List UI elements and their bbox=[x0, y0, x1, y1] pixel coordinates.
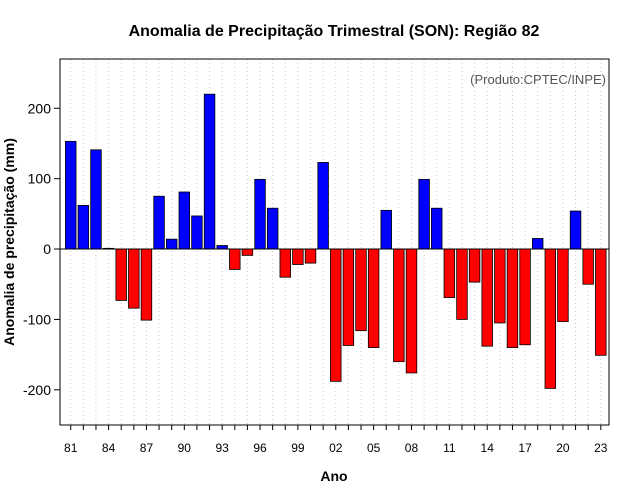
grid-lines bbox=[70, 59, 602, 425]
bar-2023 bbox=[595, 248, 607, 356]
x-tick-label: 14 bbox=[481, 441, 495, 455]
x-tick-label: 93 bbox=[215, 441, 229, 455]
bar-2019 bbox=[544, 248, 557, 389]
bar-2004 bbox=[355, 248, 367, 332]
y-tick-label: 0 bbox=[43, 241, 51, 257]
x-tick-label: 81 bbox=[64, 441, 78, 455]
bar-2012 bbox=[456, 248, 468, 320]
bar-1982 bbox=[77, 204, 90, 250]
bar-2017 bbox=[519, 248, 531, 346]
x-tick-label: 99 bbox=[291, 441, 305, 455]
x-tick-label: 02 bbox=[329, 441, 343, 455]
bar-2007 bbox=[393, 248, 405, 363]
bar-1996 bbox=[254, 178, 266, 250]
chart-title: Anomalia de Precipitação Trimestral (SON… bbox=[129, 23, 540, 40]
bar-1981 bbox=[65, 140, 77, 250]
x-axis-label: Ano bbox=[320, 468, 347, 484]
bar-2000 bbox=[304, 248, 317, 264]
bar-2010 bbox=[431, 207, 443, 250]
bar-1993 bbox=[216, 245, 228, 250]
y-axis: -200 -100 0 100 200 bbox=[23, 100, 60, 398]
x-tick-label: 96 bbox=[253, 441, 267, 455]
bar-2016 bbox=[506, 248, 519, 348]
x-axis: 81 84 87 90 93 96 99 02 05 08 11 14 17 20 23 bbox=[64, 425, 608, 455]
x-tick-label: 23 bbox=[594, 441, 608, 455]
bar-1988 bbox=[153, 195, 165, 250]
bar-2006 bbox=[380, 209, 392, 250]
x-tick-label: 05 bbox=[367, 441, 381, 455]
bar-1985 bbox=[115, 248, 127, 301]
bar-2002 bbox=[330, 248, 342, 382]
x-tick-label: 11 bbox=[443, 441, 456, 455]
y-tick-label: 200 bbox=[28, 100, 52, 116]
bar-1992 bbox=[203, 93, 216, 250]
y-tick-label: 100 bbox=[28, 171, 52, 187]
bar-2009 bbox=[418, 178, 430, 250]
bar-1994 bbox=[229, 248, 241, 270]
bar-2014 bbox=[481, 248, 493, 347]
x-tick-label: 90 bbox=[178, 441, 192, 455]
bar-2001 bbox=[317, 162, 329, 250]
bar-2020 bbox=[557, 248, 569, 322]
bar-2008 bbox=[405, 248, 418, 374]
bar-1983 bbox=[90, 149, 102, 250]
credit-annotation: (Produto:CPTEC/INPE) bbox=[470, 72, 606, 87]
bar-2021 bbox=[569, 210, 582, 250]
bars bbox=[65, 93, 607, 389]
x-tick-label: 20 bbox=[556, 441, 570, 455]
bar-2013 bbox=[468, 248, 481, 283]
bar-1987 bbox=[140, 248, 153, 321]
x-tick-label: 84 bbox=[102, 441, 116, 455]
bar-1995 bbox=[241, 248, 254, 256]
y-tick-label: -100 bbox=[23, 311, 51, 327]
bar-1986 bbox=[128, 248, 140, 309]
bar-1997 bbox=[266, 207, 279, 250]
bar-1990 bbox=[178, 191, 191, 250]
bar-2003 bbox=[342, 248, 355, 346]
x-tick-label: 08 bbox=[405, 441, 419, 455]
y-tick-label: -200 bbox=[23, 382, 51, 398]
bar-1998 bbox=[279, 248, 291, 278]
bar-2018 bbox=[531, 238, 544, 250]
x-tick-label: 17 bbox=[518, 441, 532, 455]
plot-frame bbox=[59, 58, 610, 426]
y-axis-label: Anomalia de precipitação (mm) bbox=[1, 138, 17, 346]
bar-2015 bbox=[494, 248, 506, 324]
bar-2022 bbox=[582, 248, 594, 285]
bar-1989 bbox=[165, 238, 178, 250]
x-tick-label: 87 bbox=[140, 441, 154, 455]
bar-1991 bbox=[191, 215, 203, 250]
bar-2011 bbox=[443, 248, 456, 299]
bar-2005 bbox=[367, 248, 380, 348]
bar-1999 bbox=[292, 248, 304, 265]
